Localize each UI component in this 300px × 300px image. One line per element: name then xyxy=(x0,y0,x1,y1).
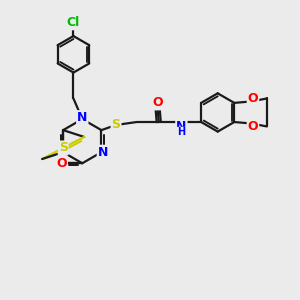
Text: S: S xyxy=(112,118,121,131)
Text: N: N xyxy=(77,111,88,124)
Text: N: N xyxy=(98,146,108,159)
Text: N: N xyxy=(176,120,187,133)
Text: O: O xyxy=(248,92,258,105)
Text: S: S xyxy=(59,142,68,154)
Text: O: O xyxy=(56,157,67,170)
Text: Cl: Cl xyxy=(67,16,80,29)
Text: H: H xyxy=(177,127,185,137)
Text: O: O xyxy=(152,96,163,110)
Text: O: O xyxy=(248,120,258,133)
